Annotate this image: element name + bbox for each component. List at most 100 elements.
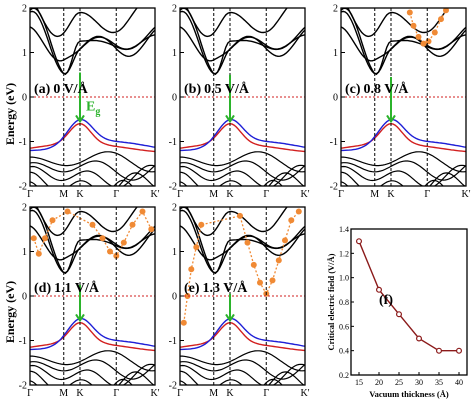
panel-field: 1.3 V/Å bbox=[203, 280, 249, 296]
valence-band bbox=[30, 370, 155, 385]
valence-band bbox=[180, 179, 283, 186]
extra-state-point bbox=[188, 266, 195, 273]
panel-label: (c) 0.8 V/Å bbox=[345, 81, 409, 97]
kpoint-label: Γ bbox=[27, 388, 33, 399]
f-xtick-label: 35 bbox=[435, 378, 443, 387]
kpoint-label: K bbox=[76, 189, 84, 200]
extra-state-point bbox=[129, 221, 136, 228]
conduction-band bbox=[180, 209, 305, 274]
extra-state-point bbox=[139, 208, 146, 215]
gap-arrow-head bbox=[386, 114, 396, 124]
extra-state-point bbox=[193, 244, 200, 251]
valence-band bbox=[30, 359, 155, 380]
valence-band bbox=[30, 160, 155, 181]
valence-band bbox=[180, 164, 305, 186]
valence-band bbox=[180, 151, 305, 173]
valence-band bbox=[30, 350, 155, 372]
valence-band bbox=[180, 350, 305, 372]
gap-arrow-head bbox=[225, 114, 235, 124]
valence-band bbox=[30, 363, 155, 385]
kpoint-label: K bbox=[226, 189, 234, 200]
panel-label: (e) 1.3 V/Å bbox=[184, 280, 248, 296]
f-data-point bbox=[356, 238, 363, 245]
panel-letter: (d) bbox=[34, 281, 51, 296]
f-data-point bbox=[456, 347, 463, 354]
f-xtick-label: 25 bbox=[395, 378, 403, 387]
energy-tick-label: -1 bbox=[19, 336, 27, 347]
extra-state-point bbox=[64, 208, 71, 215]
f-ytick-label: 1.2 bbox=[339, 249, 349, 258]
conduction-band bbox=[30, 26, 155, 62]
kpoint-label: K' bbox=[300, 189, 309, 200]
extra-state-point bbox=[443, 8, 449, 14]
valence-band bbox=[180, 363, 305, 385]
valence-top-band-blue bbox=[341, 118, 466, 152]
panel-field: 0.5 V/Å bbox=[204, 81, 250, 97]
energy-tick-label: 0 bbox=[172, 292, 177, 303]
energy-tick-label: 2 bbox=[172, 203, 177, 214]
band-panel-5: 210-1-2Γ M K Γ K'(e) 1.3 V/Å bbox=[169, 203, 310, 400]
energy-tick-label: 2 bbox=[333, 4, 338, 15]
panel-letter: (e) bbox=[184, 281, 200, 296]
energy-tick-label: 0 bbox=[22, 292, 27, 303]
kpoint-label: M bbox=[370, 189, 379, 200]
valence-top-band-blue bbox=[180, 118, 305, 152]
kpoint-label: M bbox=[209, 388, 218, 399]
f-ytick-label: 0.6 bbox=[339, 322, 349, 331]
f-ytick-label: 1.0 bbox=[339, 274, 349, 283]
energy-tick-label: 2 bbox=[172, 4, 177, 15]
f-x-axis-label: Vacuum thickness (Å) bbox=[369, 389, 449, 399]
extra-state-point bbox=[438, 16, 444, 23]
extra-state-point bbox=[113, 252, 120, 259]
extra-state-line bbox=[183, 211, 300, 323]
valence-band bbox=[341, 179, 444, 186]
panel-letter: (c) bbox=[345, 82, 361, 97]
extra-state-point bbox=[120, 239, 127, 246]
extra-state-point bbox=[275, 257, 282, 264]
extra-state-point bbox=[30, 235, 37, 242]
energy-tick-label: 1 bbox=[333, 48, 338, 59]
gap-label-sub: g bbox=[95, 106, 100, 117]
conduction-band bbox=[30, 225, 155, 261]
valence-band bbox=[341, 171, 466, 186]
energy-tick-label: -2 bbox=[330, 182, 338, 193]
kpoint-label: K bbox=[226, 388, 234, 399]
kpoint-label: Γ bbox=[27, 189, 33, 200]
panel-field: 1.1 V/Å bbox=[54, 280, 100, 296]
extra-state-point bbox=[250, 261, 257, 268]
extra-state-point bbox=[244, 239, 251, 246]
extra-state-point bbox=[288, 217, 295, 224]
extra-state-point bbox=[295, 208, 302, 215]
extra-state-point bbox=[415, 33, 422, 40]
valence-band bbox=[341, 151, 466, 173]
conduction-band bbox=[30, 209, 155, 274]
energy-tick-label: -2 bbox=[19, 381, 27, 392]
f-xtick-label: 15 bbox=[355, 378, 363, 387]
energy-tick-label: -2 bbox=[169, 182, 177, 193]
extra-state-point bbox=[198, 221, 205, 228]
extra-state-point bbox=[237, 212, 243, 219]
band-panel-4: 210-1-2Γ M K Γ K'(d) 1.1 V/Å bbox=[19, 203, 160, 400]
kpoint-label: Γ bbox=[177, 189, 183, 200]
valence-top-band-blue bbox=[30, 317, 155, 351]
valence-band bbox=[341, 160, 466, 181]
panel-label: (b) 0.5 V/Å bbox=[184, 81, 250, 97]
energy-tick-label: 0 bbox=[172, 93, 177, 104]
extra-state-point bbox=[49, 217, 56, 224]
f-xtick-label: 30 bbox=[415, 378, 423, 387]
extra-state-point bbox=[89, 221, 96, 228]
valence-band bbox=[180, 370, 305, 385]
valence-top-band-blue bbox=[30, 118, 155, 152]
kpoint-label: K bbox=[387, 189, 395, 200]
f-data-point bbox=[436, 347, 443, 354]
conduction-band bbox=[341, 10, 466, 75]
band-panel-1: 210-1-2Γ M K Γ K'(a) 0 V/ÅEg bbox=[19, 4, 160, 201]
extra-state-point bbox=[180, 319, 187, 326]
kpoint-label: K' bbox=[150, 388, 159, 399]
conduction-band bbox=[36, 207, 138, 237]
kpoint-label: K' bbox=[150, 189, 159, 200]
band-panel-2: 210-1-2Γ M K Γ K'(b) 0.5 V/Å bbox=[169, 4, 310, 201]
energy-tick-label: -1 bbox=[169, 137, 177, 148]
